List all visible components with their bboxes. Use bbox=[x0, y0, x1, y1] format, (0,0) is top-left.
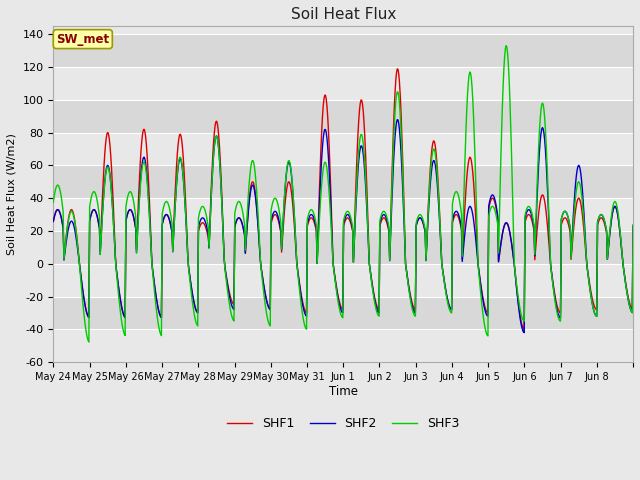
Line: SHF3: SHF3 bbox=[53, 46, 633, 342]
SHF2 bbox=[275, 216, 282, 222]
SHF2 bbox=[224, 285, 232, 291]
SHF2 bbox=[49, 218, 57, 224]
SHF3 bbox=[502, 43, 510, 48]
Bar bbox=[53, 264, 633, 297]
SHF1 bbox=[629, 225, 637, 231]
Text: SW_met: SW_met bbox=[56, 33, 109, 46]
Legend: SHF1, SHF2, SHF3: SHF1, SHF2, SHF3 bbox=[222, 412, 464, 435]
SHF3 bbox=[118, 322, 126, 327]
SHF2 bbox=[629, 222, 637, 228]
SHF1 bbox=[49, 218, 57, 224]
SHF2 bbox=[520, 330, 528, 336]
Bar bbox=[53, 297, 633, 329]
X-axis label: Time: Time bbox=[329, 384, 358, 397]
SHF3 bbox=[275, 209, 283, 215]
SHF2 bbox=[404, 278, 412, 284]
SHF3 bbox=[49, 199, 57, 205]
SHF1 bbox=[520, 326, 528, 332]
Bar bbox=[53, 165, 633, 198]
SHF3 bbox=[253, 200, 261, 206]
SHF2 bbox=[436, 232, 444, 238]
SHF2 bbox=[253, 206, 260, 212]
Line: SHF2: SHF2 bbox=[53, 120, 633, 333]
Bar bbox=[53, 132, 633, 165]
Bar bbox=[53, 329, 633, 362]
SHF3 bbox=[629, 222, 637, 228]
SHF1 bbox=[224, 282, 232, 288]
Bar bbox=[53, 100, 633, 132]
SHF3 bbox=[85, 339, 93, 345]
SHF2 bbox=[118, 303, 125, 309]
SHF3 bbox=[436, 229, 444, 235]
SHF1 bbox=[404, 277, 412, 283]
Bar bbox=[53, 231, 633, 264]
SHF3 bbox=[225, 297, 232, 302]
Bar bbox=[53, 198, 633, 231]
Bar bbox=[53, 34, 633, 67]
SHF1 bbox=[118, 303, 125, 309]
Bar bbox=[53, 67, 633, 100]
SHF2 bbox=[394, 117, 401, 122]
SHF3 bbox=[404, 279, 412, 285]
Title: Soil Heat Flux: Soil Heat Flux bbox=[291, 7, 396, 22]
Line: SHF1: SHF1 bbox=[53, 69, 633, 329]
SHF1 bbox=[275, 219, 282, 225]
Y-axis label: Soil Heat Flux (W/m2): Soil Heat Flux (W/m2) bbox=[7, 133, 17, 255]
SHF1 bbox=[253, 204, 260, 209]
SHF1 bbox=[394, 66, 401, 72]
SHF1 bbox=[436, 227, 444, 232]
